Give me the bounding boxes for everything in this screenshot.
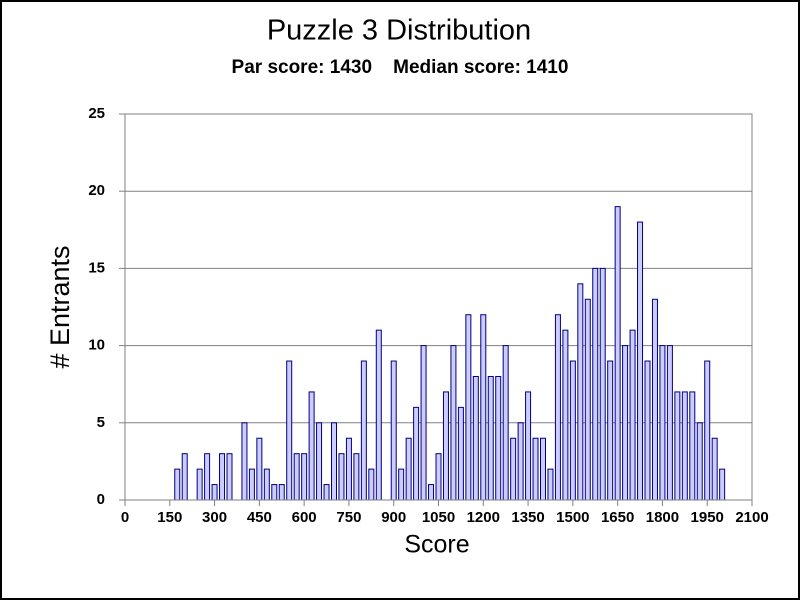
chart-subtitle: Par score: 1430 Median score: 1410 [232,57,569,78]
bar [644,360,651,501]
bar [353,453,360,501]
bar [293,453,300,501]
x-tick-label: 150 [157,509,182,526]
bar [696,422,703,501]
bar [525,391,532,501]
bar [263,468,270,501]
bar [450,345,457,501]
bar [495,375,502,501]
bar [577,283,584,501]
chart-title: Puzzle 3 Distribution [267,15,531,47]
bar [569,360,576,501]
x-tick-label: 1650 [601,509,634,526]
bar [457,406,464,501]
bar [442,391,449,501]
x-tick-label: 2100 [735,509,768,526]
bar [271,484,278,501]
bar [704,360,711,501]
bar [323,484,330,501]
y-tick-label: 0 [97,491,105,508]
bar [181,453,188,501]
bar [517,422,524,501]
x-tick-label: 1950 [691,509,724,526]
bar [666,345,673,501]
bar [584,298,591,501]
bar [278,484,285,501]
bar [562,329,569,501]
bar [204,453,211,501]
bar [510,437,517,501]
bar [622,345,629,501]
x-axis-label: Score [404,531,469,559]
bar [480,314,487,501]
bar [651,298,658,501]
bar [301,453,308,501]
x-tick-label: 1500 [556,509,589,526]
bar [345,437,352,501]
bar [614,206,621,501]
bar [547,468,554,501]
x-tick-label: 600 [292,509,317,526]
bar [592,267,599,501]
bar [241,422,248,501]
bar [248,468,255,501]
bar [308,391,315,501]
bar [659,345,666,501]
bar [607,360,614,501]
x-tick-label: 1200 [467,509,500,526]
bar [465,314,472,501]
bar [681,391,688,501]
x-tick-label: 750 [336,509,361,526]
bar [211,484,218,501]
bar [256,437,263,501]
y-tick-label: 5 [97,414,105,431]
bar [375,329,382,501]
bar [719,468,726,501]
x-tick-label: 1350 [511,509,544,526]
bar [316,422,323,501]
bar [554,314,561,501]
bar [368,468,375,501]
y-tick-label: 10 [88,337,105,354]
y-axis-label: # Entrants [45,245,75,368]
bar [398,468,405,501]
bar [286,360,293,501]
bar [711,437,718,501]
bar [420,345,427,501]
bar [540,437,546,501]
x-tick-label: 1050 [422,509,455,526]
bar [472,375,479,501]
bar [360,360,367,501]
y-tick-label: 25 [88,105,105,122]
y-tick-label: 20 [88,182,105,199]
bar [219,453,226,501]
bar [338,453,345,501]
bar [532,437,539,501]
bar [689,391,696,501]
bar [390,360,397,501]
bar [487,375,494,501]
x-tick-label: 450 [247,509,272,526]
x-tick-label: 1800 [646,509,679,526]
y-tick-label: 15 [88,259,105,276]
bar [599,267,606,501]
x-tick-label: 900 [381,509,406,526]
bar [435,453,442,501]
bar [405,437,412,501]
bar [637,221,644,501]
x-tick-label: 300 [202,509,227,526]
bar [226,453,233,501]
bar [428,484,435,501]
x-tick-label: 0 [121,509,129,526]
bar [174,468,181,501]
bar [196,468,203,501]
bar [629,329,636,501]
bar [331,422,337,501]
bar [674,391,681,501]
bar [413,406,420,501]
bar [502,345,509,501]
